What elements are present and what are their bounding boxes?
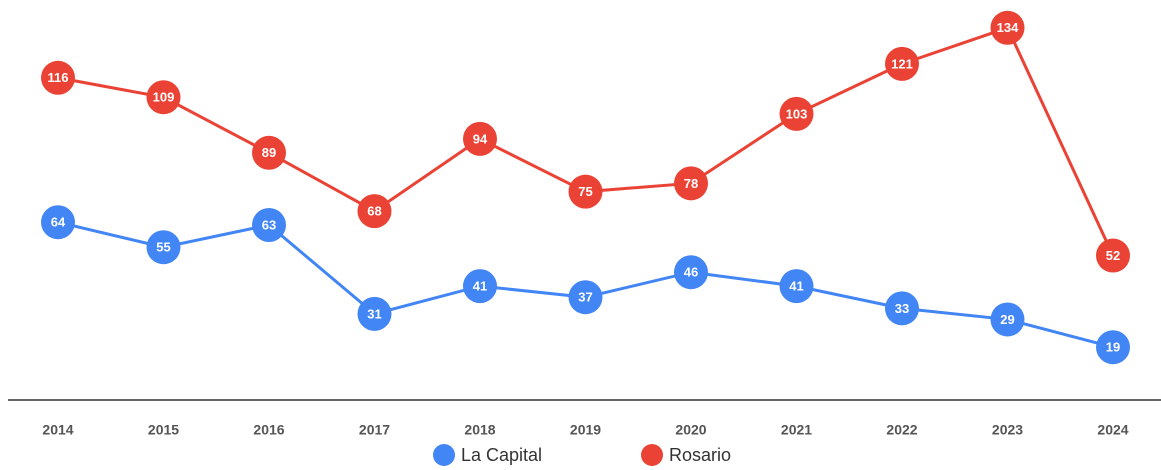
data-label: 63 bbox=[262, 217, 276, 232]
data-point bbox=[990, 302, 1025, 337]
legend-marker bbox=[641, 444, 663, 466]
data-point bbox=[885, 46, 919, 81]
legend-marker bbox=[433, 444, 455, 466]
data-label: 19 bbox=[1106, 340, 1120, 355]
data-label: 41 bbox=[789, 279, 803, 294]
data-point bbox=[779, 269, 814, 304]
data-label: 37 bbox=[578, 290, 592, 305]
data-point bbox=[1096, 330, 1130, 365]
x-tick-label: 2015 bbox=[148, 422, 179, 438]
data-point bbox=[252, 208, 286, 242]
x-tick-label: 2020 bbox=[675, 422, 706, 438]
data-label: 109 bbox=[153, 90, 175, 105]
data-label: 33 bbox=[895, 301, 909, 316]
x-tick-label: 2024 bbox=[1097, 422, 1128, 438]
data-point bbox=[357, 194, 392, 229]
data-label: 116 bbox=[48, 70, 69, 85]
x-tick-label: 2018 bbox=[464, 422, 495, 438]
data-label: 29 bbox=[1000, 312, 1014, 327]
data-point bbox=[463, 269, 497, 304]
data-point bbox=[1096, 238, 1130, 273]
data-point bbox=[674, 255, 708, 290]
data-point bbox=[568, 280, 603, 315]
x-tick-label: 2019 bbox=[570, 422, 601, 438]
data-label: 103 bbox=[786, 106, 808, 121]
data-label: 89 bbox=[262, 145, 276, 160]
legend-label: La Capital bbox=[461, 445, 542, 465]
data-label: 78 bbox=[684, 176, 698, 191]
data-point bbox=[885, 291, 919, 326]
legend-label: Rosario bbox=[669, 445, 731, 465]
data-point bbox=[463, 121, 497, 156]
data-label: 31 bbox=[367, 306, 381, 321]
x-tick-label: 2022 bbox=[886, 422, 917, 438]
data-point bbox=[990, 10, 1025, 45]
data-point bbox=[568, 174, 603, 209]
data-label: 52 bbox=[1106, 248, 1120, 263]
data-point bbox=[252, 135, 286, 170]
x-tick-label: 2023 bbox=[992, 422, 1023, 438]
series-line bbox=[57, 25, 1115, 257]
x-tick-label: 2017 bbox=[359, 422, 390, 438]
data-point bbox=[146, 80, 181, 115]
data-label: 68 bbox=[367, 204, 381, 219]
data-label: 55 bbox=[156, 240, 170, 255]
data-point bbox=[41, 205, 75, 240]
data-point bbox=[41, 60, 75, 95]
x-tick-label: 2016 bbox=[253, 422, 284, 438]
data-label: 41 bbox=[473, 279, 487, 294]
data-point bbox=[146, 230, 181, 265]
data-label: 46 bbox=[684, 265, 698, 280]
data-point bbox=[357, 296, 392, 331]
data-label: 134 bbox=[997, 20, 1019, 35]
data-point bbox=[674, 166, 708, 201]
data-label: 64 bbox=[51, 215, 66, 230]
data-label: 94 bbox=[473, 131, 488, 146]
x-tick-label: 2014 bbox=[42, 422, 73, 438]
data-point bbox=[779, 96, 814, 131]
data-label: 121 bbox=[891, 56, 913, 71]
data-label: 75 bbox=[578, 184, 592, 199]
x-tick-label: 2021 bbox=[781, 422, 812, 438]
